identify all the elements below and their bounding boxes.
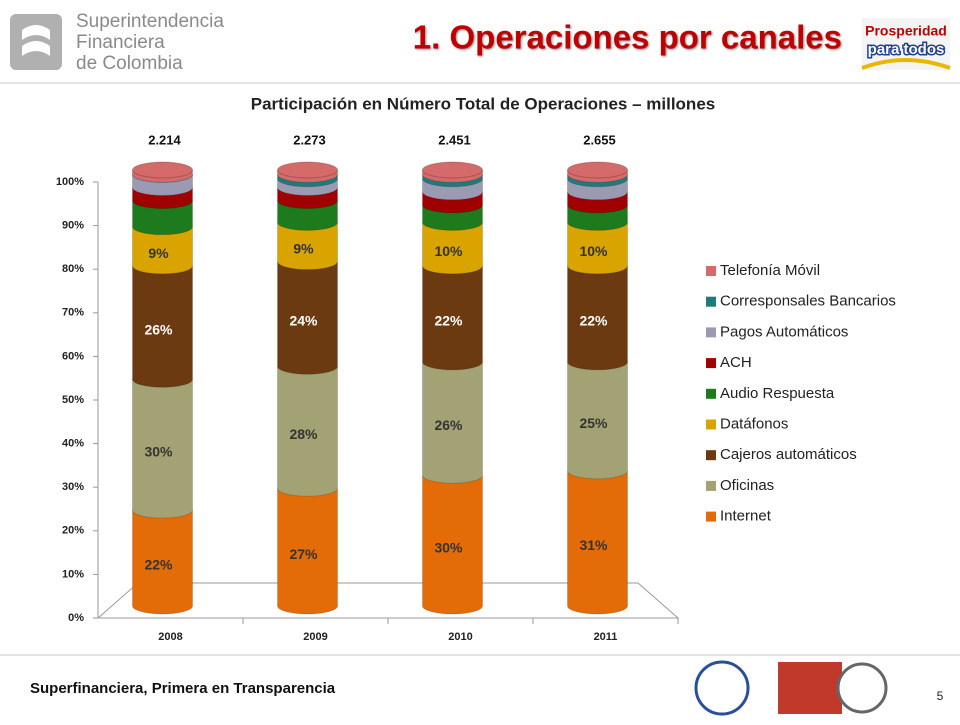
floor — [96, 582, 680, 619]
bar-segment — [567, 265, 628, 371]
legend-swatch — [706, 327, 716, 338]
bar-cap — [277, 161, 338, 179]
data-label: 22% — [144, 557, 173, 573]
bar-segment — [277, 261, 338, 375]
y-tick-label: 40% — [62, 438, 84, 450]
legend-swatch — [706, 480, 716, 491]
bar-cap — [422, 161, 483, 179]
bar-segment — [132, 226, 193, 275]
legend-swatch — [706, 388, 716, 399]
total-label: 2.451 — [438, 132, 471, 147]
footer-text: Superfinanciera, Primera en Transparenci… — [30, 680, 336, 697]
badge-text: para todos — [868, 41, 945, 58]
cert-logo — [778, 662, 842, 714]
legend-label: Telefonía Móvil — [720, 262, 820, 279]
data-label: 24% — [289, 313, 318, 329]
data-label: 25% — [579, 415, 608, 431]
bar-segment — [567, 470, 628, 615]
bar-segment — [132, 265, 193, 388]
y-tick-label: 20% — [62, 525, 84, 537]
data-label: 26% — [434, 417, 463, 433]
legend-swatch — [706, 296, 716, 307]
org-logo-mark — [22, 25, 50, 56]
data-label: 10% — [434, 243, 463, 259]
data-label: 30% — [144, 443, 173, 459]
bar-segment — [567, 361, 628, 480]
x-tick-label: 2010 — [448, 631, 472, 643]
data-label: 10% — [579, 243, 608, 259]
total-label: 2.273 — [293, 132, 326, 147]
bar-segment — [132, 378, 193, 519]
y-tick-label: 10% — [62, 568, 84, 580]
legend-label: Corresponsales Bancarios — [720, 293, 896, 310]
legend-label: Datáfonos — [720, 415, 788, 432]
bar-segment — [422, 474, 483, 615]
legend-label: Oficinas — [720, 477, 774, 494]
y-tick-label: 50% — [62, 394, 84, 406]
cert-logo — [694, 660, 750, 716]
data-label: 9% — [293, 241, 314, 257]
chart-title: Participación en Número Total de Operaci… — [251, 94, 715, 113]
x-tick-label: 2008 — [158, 631, 182, 643]
data-label: 9% — [148, 245, 169, 261]
legend-label: Internet — [720, 508, 772, 525]
bar-segment — [422, 265, 483, 371]
page-number: 5 — [937, 689, 944, 703]
bar-segment — [277, 221, 338, 271]
legend-label: Audio Respuesta — [720, 385, 835, 402]
legend-swatch — [706, 511, 716, 522]
bar-segment — [132, 200, 193, 236]
y-tick-label: 70% — [62, 307, 84, 319]
legend-swatch — [706, 358, 716, 369]
bar-segment — [422, 361, 483, 484]
data-label: 28% — [289, 426, 318, 442]
y-tick-label: 60% — [62, 350, 84, 362]
cert-logo — [836, 662, 888, 714]
legend-swatch — [706, 450, 716, 461]
badge-flag — [861, 58, 951, 70]
data-label: 27% — [289, 546, 318, 562]
total-label: 2.655 — [583, 132, 616, 147]
data-label: 26% — [144, 321, 173, 337]
y-tick-label: 0% — [68, 612, 84, 624]
legend-swatch — [706, 266, 716, 276]
y-tick-label: 90% — [62, 220, 84, 232]
data-label: 30% — [434, 539, 463, 555]
bar-segment — [422, 221, 483, 275]
bar-cap — [567, 161, 628, 179]
bar-segment — [277, 365, 338, 497]
bar-cap — [132, 161, 193, 179]
y-tick-label: 30% — [62, 481, 84, 493]
badge-text: Prosperidad — [865, 23, 947, 39]
bar-segment — [277, 200, 338, 231]
total-label: 2.214 — [148, 132, 181, 147]
y-tick-label: 100% — [56, 176, 84, 188]
x-tick-label: 2011 — [594, 631, 618, 643]
x-tick-label: 2009 — [303, 631, 327, 643]
slide-title: 1. Operaciones por canales — [413, 19, 842, 56]
org-name: de Colombia — [76, 53, 183, 74]
legend-swatch — [706, 419, 716, 430]
legend-label: Pagos Automáticos — [720, 323, 848, 340]
data-label: 31% — [579, 537, 608, 553]
bar-segment — [567, 221, 628, 275]
data-label: 22% — [579, 313, 608, 329]
bar-segment — [132, 509, 193, 615]
y-tick-label: 80% — [62, 263, 84, 275]
org-name: Financiera — [76, 32, 165, 53]
legend-label: Cajeros automáticos — [720, 446, 857, 463]
org-name: Superintendencia — [76, 11, 224, 32]
data-label: 22% — [434, 313, 463, 329]
legend-label: ACH — [720, 354, 752, 371]
bar-segment — [277, 487, 338, 615]
